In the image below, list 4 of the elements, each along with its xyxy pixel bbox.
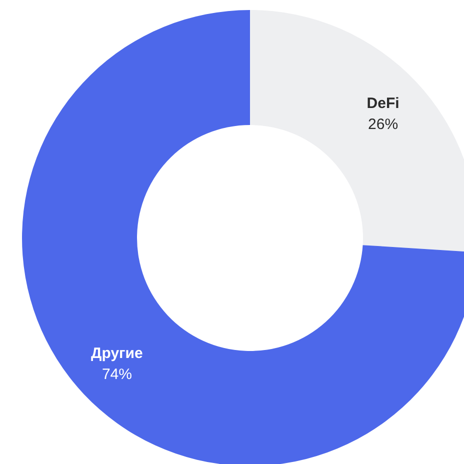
data-label: 26% bbox=[368, 116, 398, 134]
data-label: 74% bbox=[102, 366, 132, 383]
slice-label: Другие bbox=[91, 344, 143, 362]
slice-label: DeFi bbox=[366, 95, 400, 112]
